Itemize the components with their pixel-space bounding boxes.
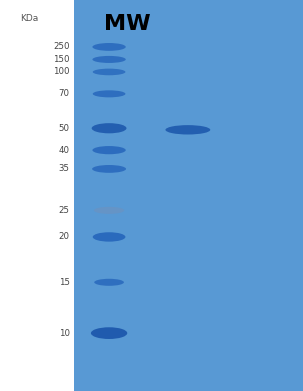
- Text: MW: MW: [104, 14, 151, 34]
- Ellipse shape: [94, 207, 124, 214]
- Text: KDa: KDa: [20, 14, 38, 23]
- Ellipse shape: [165, 125, 210, 135]
- Ellipse shape: [93, 90, 125, 97]
- Ellipse shape: [93, 68, 125, 75]
- Ellipse shape: [93, 232, 125, 242]
- Text: 15: 15: [59, 278, 70, 287]
- Text: 100: 100: [53, 67, 70, 77]
- Ellipse shape: [91, 327, 127, 339]
- Ellipse shape: [92, 56, 126, 63]
- Text: 10: 10: [59, 328, 70, 338]
- Ellipse shape: [92, 165, 126, 173]
- Text: 20: 20: [59, 232, 70, 242]
- Ellipse shape: [92, 146, 126, 154]
- Ellipse shape: [94, 279, 124, 286]
- Ellipse shape: [92, 43, 126, 51]
- Text: 150: 150: [53, 55, 70, 64]
- Text: 70: 70: [59, 89, 70, 99]
- Bar: [74, 0, 303, 391]
- Text: 40: 40: [59, 145, 70, 155]
- Text: 50: 50: [59, 124, 70, 133]
- Text: 35: 35: [59, 164, 70, 174]
- Text: 25: 25: [59, 206, 70, 215]
- Ellipse shape: [92, 123, 127, 133]
- Text: 250: 250: [53, 42, 70, 52]
